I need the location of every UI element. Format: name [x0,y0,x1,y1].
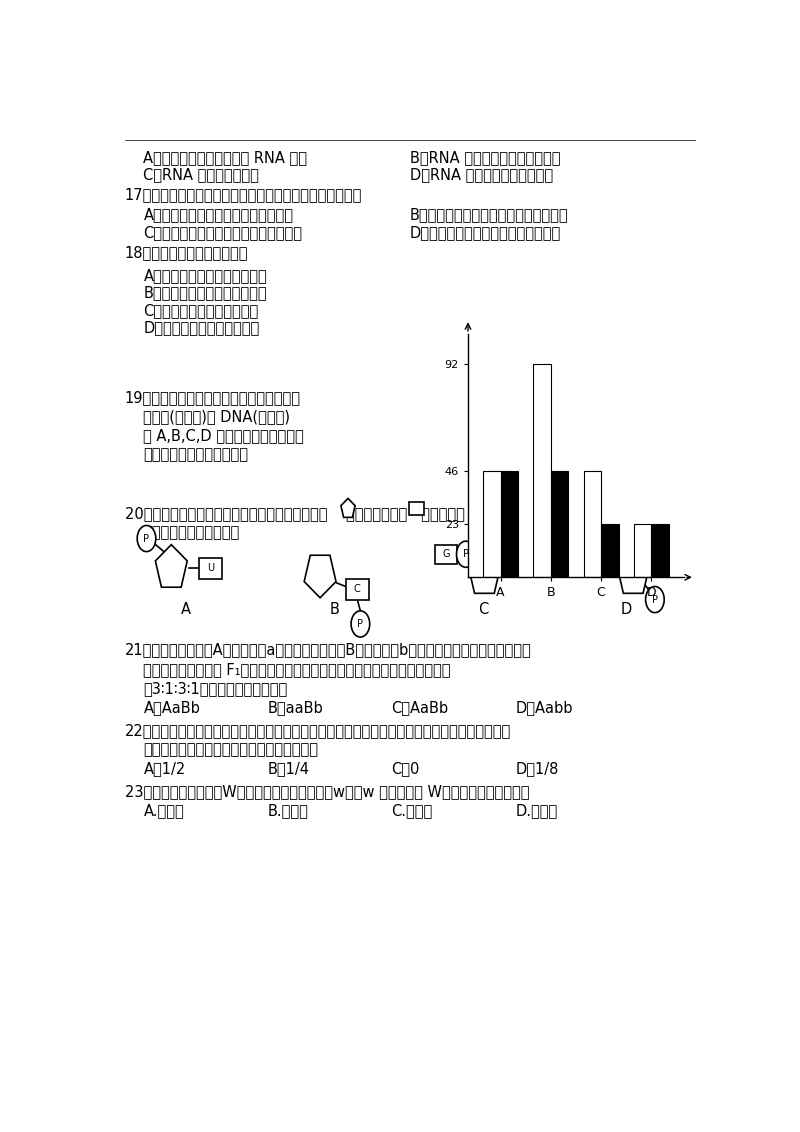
Text: D．线粒体、叶绿体、核糖体、细胞核: D．线粒体、叶绿体、核糖体、细胞核 [410,225,562,240]
Text: C．细胞核、核糖体、中心体、高尔基体: C．细胞核、核糖体、中心体、高尔基体 [143,225,302,240]
Text: 21．牵牛花的红花（A）对白花（a）为显性，阔叶（B）对窄叶（b）为显性。纯合红花窄叶与纯合: 21．牵牛花的红花（A）对白花（a）为显性，阔叶（B）对窄叶（b）为显性。纯合红… [125,643,531,658]
Bar [483,471,501,577]
Circle shape [351,611,370,637]
Text: D: D [621,601,632,617]
Text: P: P [475,504,482,514]
Text: P: P [143,533,150,543]
Bar [346,578,369,600]
Text: ＝3∶1∶3∶1，则某植株的基因型为: ＝3∶1∶3∶1，则某植株的基因型为 [143,681,288,696]
Text: 18．一个染色体组可以认为是: 18．一个染色体组可以认为是 [125,246,248,260]
Bar [551,471,569,577]
Text: 22．某男子的父亲患红绿色盲，而他本人色觉正常，他与一个没有色盲病家族史的正常女子结婚，: 22．某男子的父亲患红绿色盲，而他本人色觉正常，他与一个没有色盲病家族史的正常女… [125,723,511,738]
Bar [651,524,669,577]
Text: C．RNA 参与构成核糖体: C．RNA 参与构成核糖体 [143,168,259,182]
Text: 染色体(有阴影)和 DNA(无阴影): 染色体(有阴影)和 DNA(无阴影) [143,409,290,424]
Bar [435,544,457,564]
Bar [501,471,518,577]
Text: 23．果蝇的红眼基因（W）可以突变为白眼基因（w），w 也可突变为 W。这表明基因突变具有: 23．果蝇的红眼基因（W）可以突变为白眼基因（w），w 也可突变为 W。这表明基… [125,783,530,799]
Bar [601,524,618,577]
Text: B．aaBb: B．aaBb [267,700,323,715]
Text: G: G [442,549,450,559]
Text: 17．在下列细胞结构中，有可能发生碱基配对行为的一组是: 17．在下列细胞结构中，有可能发生碱基配对行为的一组是 [125,188,362,203]
Circle shape [646,586,664,612]
Bar [198,558,222,578]
Text: A: A [604,546,610,556]
Text: A．1/2: A．1/2 [143,761,186,777]
Text: 那么同源染色体分离发生在: 那么同源染色体分离发生在 [143,447,248,462]
Circle shape [138,525,156,551]
Text: D．Aabb: D．Aabb [515,700,573,715]
Circle shape [457,541,475,567]
Text: A.普遍性: A.普遍性 [143,803,184,818]
Text: A．二倍体配子中所有的染色体: A．二倍体配子中所有的染色体 [143,268,267,283]
Bar [634,524,651,577]
Text: C.稀有性: C.稀有性 [391,803,433,818]
Text: C．AaBb: C．AaBb [391,700,449,715]
Text: B: B [330,601,339,617]
Text: P: P [462,549,469,559]
Text: D.有害性: D.有害性 [515,803,558,818]
Polygon shape [618,551,649,593]
Text: C: C [354,584,361,594]
Text: 在 A,B,C,D 四个时期的统计数据，: 在 A,B,C,D 四个时期的统计数据， [143,428,304,444]
Text: B．RNA 是染色体的组成成分之一: B．RNA 是染色体的组成成分之一 [410,151,561,165]
Text: P: P [358,619,363,629]
Polygon shape [469,551,500,593]
Text: 20．下列表示某同学制作的脱氧核苷酸结构模型（    表示脱氧核糖、   表示碱基、  表示磷: 20．下列表示某同学制作的脱氧核苷酸结构模型（ 表示脱氧核糖、 表示碱基、 表示… [125,506,500,521]
Text: C．0: C．0 [391,761,420,777]
Text: D．RNA 是某些细菌的遗传物质: D．RNA 是某些细菌的遗传物质 [410,168,553,182]
Bar [534,365,551,577]
Text: A．细胞核、线粒体、叶绿体、中心体: A．细胞核、线粒体、叶绿体、中心体 [143,207,294,222]
Polygon shape [304,555,336,598]
Text: 19．右图是人体一个细胞分裂时，细胞核中: 19．右图是人体一个细胞分裂时，细胞核中 [125,389,301,405]
Polygon shape [155,544,187,588]
Text: A．AaBb: A．AaBb [143,700,200,715]
Text: 白花阔叶杂交，用其 F₁代与某植株杂交，所得后代中红阔：红窄：白阔：白窄: 白花阔叶杂交，用其 F₁代与某植株杂交，所得后代中红阔：红窄：白阔：白窄 [143,662,451,677]
Text: B.可逆性: B.可逆性 [267,803,308,818]
Polygon shape [341,498,355,517]
Text: D．单倍体配子中所有染色体: D．单倍体配子中所有染色体 [143,320,260,335]
Bar [583,471,601,577]
Text: C．四倍体植物的一半染色体: C．四倍体植物的一半染色体 [143,302,258,318]
Text: D．1/8: D．1/8 [515,761,558,777]
Text: U: U [206,564,214,573]
Text: B．1/4: B．1/4 [267,761,310,777]
Text: B．体细胞中两两配对的染色体: B．体细胞中两两配对的染色体 [143,285,267,300]
Text: A．细胞内某些生化反应由 RNA 催化: A．细胞内某些生化反应由 RNA 催化 [143,151,307,165]
Text: 一般情况下，他们的孩子患红绿色盲的概率是: 一般情况下，他们的孩子患红绿色盲的概率是 [143,741,318,757]
Text: C: C [478,601,489,617]
Text: 酸基团），其中正确的是: 酸基团），其中正确的是 [143,525,240,540]
Bar [597,541,618,560]
Text: A: A [181,601,190,617]
Circle shape [471,499,485,518]
Text: P: P [652,594,658,604]
Text: B．线粒体、叶绿体、核糖体、高尔基体: B．线粒体、叶绿体、核糖体、高尔基体 [410,207,569,222]
Bar [409,503,424,515]
